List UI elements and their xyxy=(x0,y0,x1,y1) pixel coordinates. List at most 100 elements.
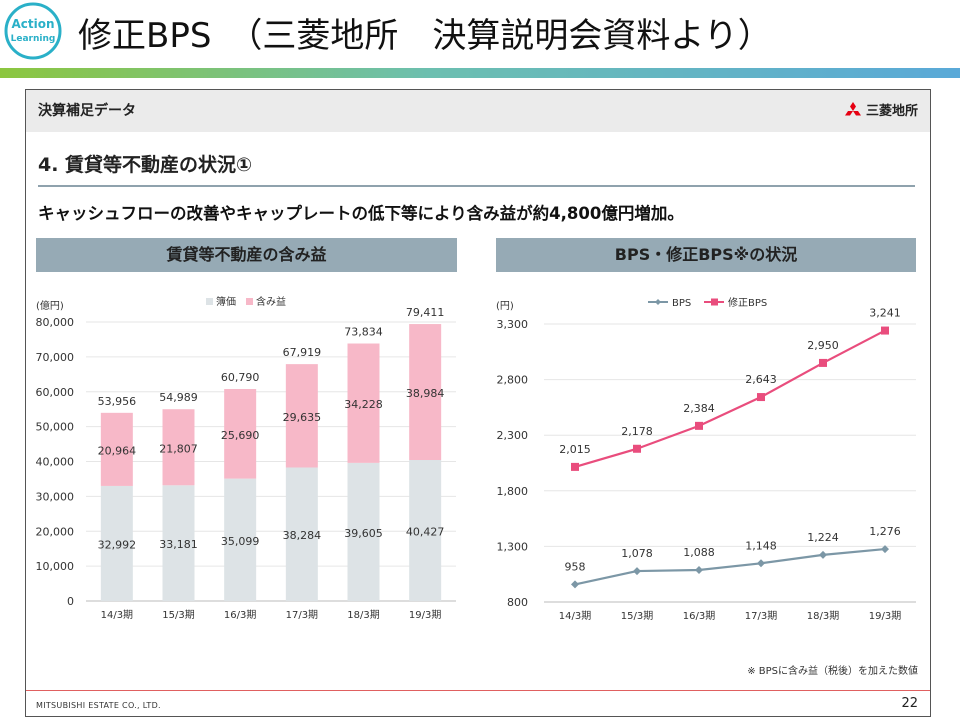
bar-label-gain: 20,964 xyxy=(98,444,137,457)
bar-label-gain: 34,228 xyxy=(344,398,383,411)
brand-name: 三菱地所 xyxy=(865,104,918,119)
bps-point xyxy=(695,565,703,574)
bps-point xyxy=(819,550,827,559)
bar-y-tick: 60,000 xyxy=(36,386,75,399)
bar-gain xyxy=(224,388,257,479)
headline: キャッシュフローの改善やキャップレートの低下等により含み益が約4,800億円増加… xyxy=(38,204,684,223)
document-page: 決算補足データ 三菱地所 4. 賃貸等不動産の状況① キャッシュフローの改善やキ… xyxy=(25,89,931,717)
line-y-tick: 1,300 xyxy=(497,540,529,553)
bar-label-total: 53,956 xyxy=(98,395,137,408)
bar-label-book: 35,099 xyxy=(221,535,260,548)
mitsubishi-logo-icon xyxy=(844,101,861,115)
bar-book xyxy=(224,478,257,601)
bar-gain xyxy=(347,343,380,463)
bar-label-book: 33,181 xyxy=(159,538,198,551)
section-divider xyxy=(38,185,915,187)
line-x-tick: 14/3期 xyxy=(559,610,591,622)
bar-label-gain: 38,984 xyxy=(406,387,445,400)
title-gradient-bar xyxy=(0,68,960,78)
adj-bps-line xyxy=(574,329,886,468)
bar-y-tick: 40,000 xyxy=(36,456,75,469)
adj-bps-label: 2,015 xyxy=(559,443,591,456)
adj-bps-point xyxy=(819,358,827,367)
bar-label-gain: 25,690 xyxy=(221,429,260,442)
line-y-tick: 2,300 xyxy=(497,429,529,442)
legend-swatch-gain xyxy=(246,298,253,305)
bar-label-gain: 21,807 xyxy=(159,442,198,455)
bar-gain xyxy=(285,364,318,468)
bps-label: 1,148 xyxy=(745,539,777,552)
line-x-tick: 17/3期 xyxy=(745,610,777,622)
left-panel-title: 賃貸等不動産の含み益 xyxy=(36,238,457,272)
adj-bps-label: 2,950 xyxy=(807,339,839,352)
line-x-tick: 16/3期 xyxy=(683,610,715,622)
bps-line xyxy=(574,547,886,586)
brand: 三菱地所 xyxy=(844,100,918,119)
bar-label-book: 32,992 xyxy=(98,538,137,551)
bar-gain xyxy=(162,409,195,486)
bar-unit-label: (億円) xyxy=(36,299,64,312)
section-title: 4. 賃貸等不動産の状況① xyxy=(38,154,253,176)
adj-bps-label: 3,241 xyxy=(869,307,901,320)
bar-book xyxy=(285,467,318,601)
line-y-tick: 3,300 xyxy=(497,318,529,331)
document-header: 決算補足データ 三菱地所 xyxy=(26,90,930,132)
bps-point xyxy=(881,545,889,554)
line-x-tick: 18/3期 xyxy=(807,610,839,622)
line-x-tick: 15/3期 xyxy=(621,610,653,622)
page-number: 22 xyxy=(901,696,918,711)
bar-x-tick: 19/3期 xyxy=(409,609,441,621)
bps-line-chart: (円) 800 1,300 1,800 2,300 2,800 3,300 BPS 修正BPS 9… xyxy=(496,296,916,622)
bar-label-total: 67,919 xyxy=(283,346,322,359)
line-unit-label: (円) xyxy=(496,301,514,312)
company-name: MITSUBISHI ESTATE CO., LTD. xyxy=(36,701,161,710)
bar-x-tick: 15/3期 xyxy=(162,609,194,621)
legend-label-gain: 含み益 xyxy=(256,295,286,308)
bar-label-book: 40,427 xyxy=(406,526,445,539)
bar-label-book: 38,284 xyxy=(283,529,322,542)
bps-point xyxy=(571,580,579,589)
legend-label-book: 簿価 xyxy=(216,295,236,308)
bar-label-total: 60,790 xyxy=(221,371,260,384)
bar-label-total: 79,411 xyxy=(406,306,445,319)
legend-label-adj-bps: 修正BPS xyxy=(728,296,767,309)
bar-label-total: 73,834 xyxy=(344,326,383,339)
bar-gain xyxy=(409,324,442,461)
bar-y-tick: 80,000 xyxy=(36,316,75,329)
bar-gain xyxy=(100,412,133,486)
adj-bps-point xyxy=(695,421,703,430)
bar-book xyxy=(162,485,195,601)
bar-book xyxy=(100,485,133,601)
footer-divider xyxy=(26,690,930,691)
bar-x-tick: 18/3期 xyxy=(347,609,379,621)
adj-bps-point xyxy=(757,393,765,402)
line-x-tick: 19/3期 xyxy=(869,610,901,622)
bps-label: 1,276 xyxy=(869,525,901,538)
bar-x-tick: 16/3期 xyxy=(224,609,256,621)
bps-label: 1,224 xyxy=(807,531,839,544)
adj-bps-label: 2,643 xyxy=(745,373,777,386)
logo-text-2: Learning xyxy=(11,34,56,44)
bar-label-book: 39,605 xyxy=(344,527,383,540)
bps-point xyxy=(757,559,765,568)
bar-y-tick: 70,000 xyxy=(36,351,75,364)
bar-y-tick: 30,000 xyxy=(36,490,75,503)
line-y-tick: 1,800 xyxy=(497,485,529,498)
bar-x-tick: 17/3期 xyxy=(286,609,318,621)
bps-point xyxy=(633,567,641,576)
bar-label-total: 54,989 xyxy=(159,391,198,404)
document-header-title: 決算補足データ xyxy=(38,103,136,119)
legend-swatch-book xyxy=(206,298,213,305)
footnote: ※ BPSに含み益（税後）を加えた数値 xyxy=(747,666,918,677)
line-y-tick: 2,800 xyxy=(497,374,529,387)
logo-text-1: Action xyxy=(11,17,54,31)
bar-y-tick: 10,000 xyxy=(36,560,75,573)
bar-x-tick: 14/3期 xyxy=(101,609,133,621)
bar-y-tick: 50,000 xyxy=(36,421,75,434)
bar-label-gain: 29,635 xyxy=(283,411,322,424)
legend-marker-adj-bps xyxy=(711,298,718,306)
bar-y-tick: 20,000 xyxy=(36,525,75,538)
adj-bps-label: 2,178 xyxy=(621,425,653,438)
action-learning-logo: Action Learning xyxy=(4,2,62,60)
adj-bps-label: 2,384 xyxy=(683,402,715,415)
